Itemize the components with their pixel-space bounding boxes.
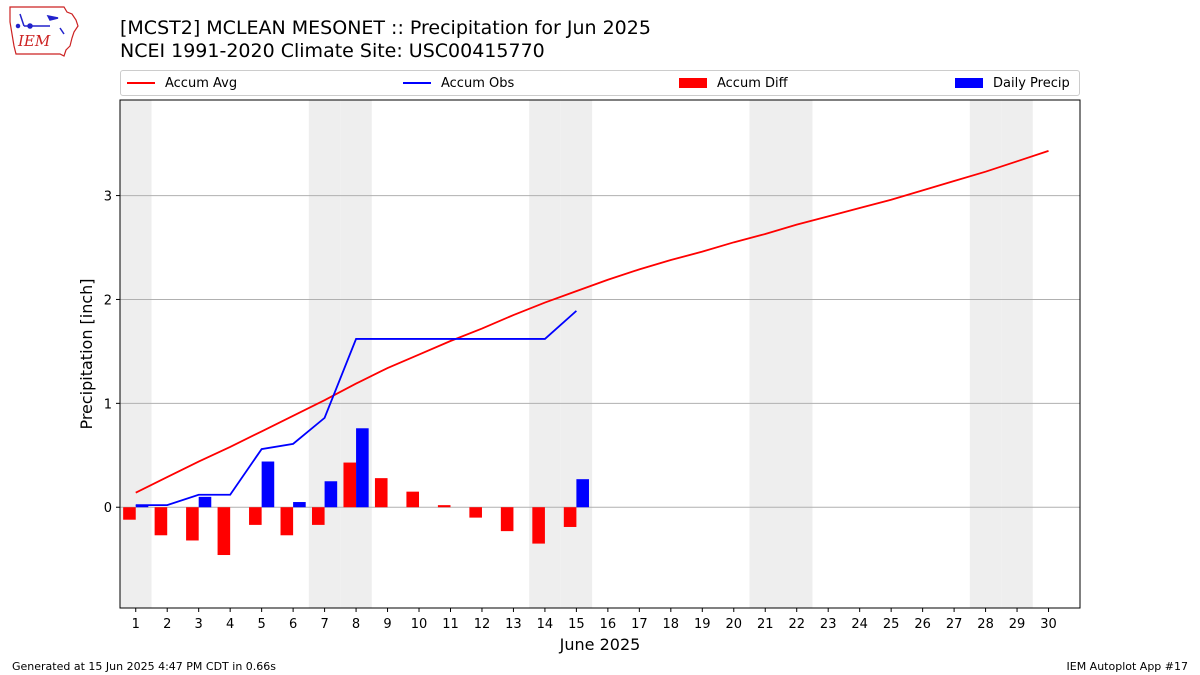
weekend-shade [340, 100, 372, 608]
x-tick-label: 26 [914, 617, 931, 632]
legend-item-daily-precip: Daily Precip [955, 71, 1070, 95]
daily-precip-bar [261, 461, 275, 508]
x-tick-label: 9 [383, 617, 391, 632]
chart-subtitle: NCEI 1991-2020 Climate Site: USC00415770 [120, 40, 545, 62]
legend-swatch [127, 82, 155, 84]
daily-precip-bar [576, 479, 589, 508]
accum-diff-bar [532, 507, 545, 544]
x-tick-label: 12 [474, 617, 491, 632]
accum-diff-bar [343, 462, 357, 508]
x-tick-label: 22 [788, 617, 805, 632]
weekend-shade [780, 100, 813, 608]
legend-item-accum-obs: Accum Obs [403, 71, 514, 95]
weather-station-icon [15, 13, 65, 35]
legend-swatch [403, 82, 431, 84]
x-tick-label: 11 [442, 617, 459, 632]
accum-obs-line [135, 310, 577, 507]
x-tick-label: 21 [757, 617, 774, 632]
y-tick-label: 1 [104, 397, 112, 412]
weekend-shade [308, 100, 341, 608]
accum-avg-line [135, 150, 1049, 494]
accum-diff-bar [249, 507, 262, 525]
x-tick-label: 14 [537, 617, 554, 632]
daily-precip-bar [198, 496, 212, 508]
x-tick-label: 23 [820, 617, 837, 632]
accum-diff-bar [563, 507, 577, 527]
legend-label: Accum Avg [165, 75, 238, 91]
legend-label: Accum Obs [441, 75, 515, 91]
x-tick-label: 7 [320, 617, 328, 632]
daily-precip-bar [324, 481, 338, 508]
daily-precip-bar [135, 505, 149, 508]
weekend-shade [749, 100, 781, 608]
x-axis-label: June 2025 [559, 635, 641, 654]
x-tick-label: 20 [725, 617, 742, 632]
accum-diff-bar [469, 507, 482, 518]
daily-precip-bar [356, 428, 369, 508]
chart-title: [MCST2] MCLEAN MESONET :: Precipitation … [120, 17, 651, 39]
accum-diff-bar [406, 491, 420, 508]
accum-diff-bar [374, 478, 388, 508]
legend-item-accum-avg: Accum Avg [127, 71, 237, 95]
legend-label: Accum Diff [717, 75, 788, 91]
x-tick-label: 3 [195, 617, 203, 632]
x-tick-label: 29 [1009, 617, 1026, 632]
x-tick-label: 18 [663, 617, 680, 632]
x-tick-label: 1 [132, 617, 140, 632]
x-tick-label: 19 [694, 617, 711, 632]
weekend-shade [1001, 100, 1033, 608]
weekend-shade [120, 100, 152, 608]
x-tick-label: 8 [352, 617, 360, 632]
iowa-outline-icon [9, 6, 79, 57]
x-tick-label: 30 [1040, 617, 1057, 632]
chart-legend: Accum Avg Accum Obs Accum Diff Daily Pre… [120, 70, 1080, 96]
x-tick-label: 28 [977, 617, 994, 632]
x-tick-label: 24 [851, 617, 868, 632]
weekend-shade [560, 100, 593, 608]
x-tick-label: 4 [226, 617, 234, 632]
iem-logo: IEM [9, 6, 79, 57]
accum-diff-bar [123, 507, 136, 520]
y-axis-label: Precipitation [inch] [77, 278, 96, 429]
weekend-shade [969, 100, 1002, 608]
legend-swatch [955, 78, 983, 88]
x-tick-label: 25 [883, 617, 900, 632]
x-tick-label: 10 [411, 617, 428, 632]
x-tick-label: 5 [257, 617, 265, 632]
x-tick-label: 16 [600, 617, 617, 632]
legend-label: Daily Precip [993, 75, 1070, 91]
accum-diff-bar [437, 505, 451, 508]
x-tick-label: 13 [505, 617, 522, 632]
plot-frame [119, 99, 1081, 609]
app-note: IEM Autoplot App #17 [1066, 660, 1189, 673]
generated-note: Generated at 15 Jun 2025 4:47 PM CDT in … [12, 660, 277, 673]
logo-text: IEM [17, 32, 51, 50]
accum-diff-bar [312, 507, 325, 525]
y-tick-label: 2 [104, 293, 112, 308]
y-tick-label: 0 [104, 501, 112, 516]
x-tick-label: 15 [568, 617, 585, 632]
x-tick-label: 27 [946, 617, 963, 632]
accum-diff-bar [500, 507, 514, 532]
accum-diff-bar [154, 507, 168, 536]
accum-diff-bar [280, 507, 294, 536]
x-tick-label: 6 [289, 617, 297, 632]
legend-swatch [679, 78, 707, 88]
daily-precip-bar [293, 502, 306, 508]
legend-item-accum-diff: Accum Diff [679, 71, 788, 95]
x-tick-label: 2 [163, 617, 171, 632]
x-tick-label: 17 [631, 617, 648, 632]
y-tick-label: 3 [104, 190, 112, 205]
accum-diff-bar [186, 507, 199, 541]
accum-diff-bar [217, 507, 231, 556]
